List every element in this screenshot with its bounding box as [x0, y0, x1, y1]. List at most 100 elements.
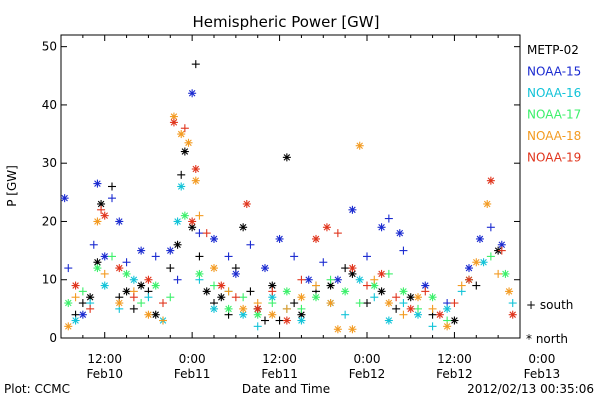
data-point-south: [290, 299, 299, 308]
data-point-south: [191, 60, 200, 69]
data-point-north: [414, 293, 422, 302]
data-point-north: [184, 138, 193, 147]
data-point-south: [275, 316, 284, 325]
legend-entry: NOAA-18: [527, 129, 581, 143]
data-point-south: [508, 299, 517, 308]
data-point-south: [392, 293, 401, 302]
legend-entry: NOAA-16: [527, 86, 581, 100]
data-point-north: [505, 287, 514, 296]
data-point-north: [239, 304, 248, 313]
data-point-south: [246, 287, 255, 296]
data-point-south: [326, 275, 335, 284]
data-point-north: [395, 229, 404, 238]
data-point-south: [472, 281, 481, 290]
data-point-south: [341, 310, 350, 319]
legend-entry: NOAA-15: [527, 65, 581, 79]
data-point-north: [115, 299, 124, 308]
data-point-north: [195, 269, 204, 278]
data-point-north: [71, 316, 80, 325]
data-point-north: [333, 325, 342, 334]
data-point-north: [472, 258, 481, 267]
data-point-south: [108, 252, 116, 261]
data-point-north: [348, 325, 357, 334]
data-point-north: [210, 234, 218, 243]
data-point-south: [144, 293, 153, 302]
data-point-north: [169, 118, 178, 127]
data-point-south: [363, 299, 371, 308]
plot-frame: [60, 34, 521, 339]
data-point-north: [137, 281, 146, 290]
data-point-north: [465, 264, 473, 273]
data-point-south: [180, 124, 189, 133]
data-point-north: [282, 287, 291, 296]
data-point-north: [115, 217, 124, 226]
x-tick-label-time: 0:00: [528, 352, 555, 366]
data-point-south: [399, 310, 408, 319]
data-point-north: [297, 316, 306, 325]
data-point-south: [64, 264, 73, 273]
data-point-south: [486, 252, 495, 261]
data-point-north: [122, 287, 131, 296]
y-tick-label: 0: [49, 331, 57, 345]
data-point-north: [210, 304, 218, 313]
data-point-north: [333, 275, 342, 284]
data-point-north: [326, 281, 335, 290]
data-point-south: [177, 170, 186, 179]
data-point-north: [202, 287, 211, 296]
data-point-south: [399, 246, 408, 255]
data-point-north: [188, 217, 197, 226]
data-point-south: [137, 299, 146, 308]
data-point-south: [428, 322, 437, 331]
data-point-north: [122, 269, 131, 278]
data-point-south: [195, 252, 204, 261]
data-point-north: [508, 310, 517, 319]
data-point-south: [195, 211, 204, 220]
x-tick-label-date: Feb10: [86, 367, 123, 381]
data-point-north: [188, 89, 197, 98]
data-point-north: [173, 217, 182, 226]
data-point-south: [224, 287, 233, 296]
data-point-south: [319, 258, 328, 267]
data-point-north: [501, 269, 510, 278]
data-point-north: [180, 211, 189, 220]
data-point-north: [304, 275, 313, 284]
data-point-north: [322, 223, 331, 232]
data-point-south: [129, 304, 138, 313]
data-point-north: [242, 199, 251, 208]
data-point-north: [151, 281, 160, 290]
data-point-north: [231, 269, 240, 278]
y-axis-label: P [GW]: [5, 165, 19, 207]
data-point-south: [268, 299, 277, 308]
data-point-south: [428, 304, 437, 313]
data-point-south: [224, 252, 233, 261]
data-point-south: [363, 252, 371, 261]
data-point-north: [93, 217, 102, 226]
data-point-south: [486, 223, 495, 232]
data-point-north: [312, 293, 320, 302]
data-point-south: [159, 299, 167, 308]
x-tick-label-time: 0:00: [354, 352, 381, 366]
data-point-south: [231, 293, 240, 302]
data-point-south: [108, 194, 116, 203]
data-point-south: [246, 240, 255, 249]
x-axis-label: Date and Time: [242, 382, 330, 396]
data-point-north: [406, 304, 415, 313]
data-point-south: [268, 287, 277, 296]
data-point-south: [253, 322, 262, 331]
data-point-south: [100, 269, 109, 278]
x-tick-label-time: 0:00: [179, 352, 206, 366]
data-point-north: [188, 223, 197, 232]
data-point-north: [93, 264, 102, 273]
data-point-north: [191, 165, 200, 174]
data-point-south: [384, 269, 393, 278]
x-tick-label-date: Feb12: [436, 367, 473, 381]
data-point-south: [341, 264, 350, 273]
data-point-north: [312, 234, 320, 243]
data-point-south: [494, 269, 503, 278]
data-point-south: [261, 316, 269, 325]
data-point-north: [100, 252, 109, 261]
data-point-north: [64, 299, 73, 308]
x-tick-label-time: 12:00: [262, 352, 297, 366]
data-point-north: [483, 199, 492, 208]
data-point-north: [355, 141, 364, 150]
